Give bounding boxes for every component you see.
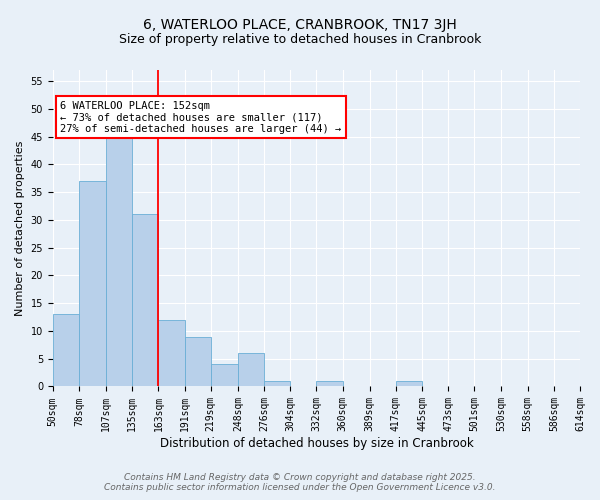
Bar: [185, 336, 211, 386]
Bar: [238, 353, 264, 386]
Bar: [79, 181, 106, 386]
Text: Size of property relative to detached houses in Cranbrook: Size of property relative to detached ho…: [119, 32, 481, 46]
Y-axis label: Number of detached properties: Number of detached properties: [15, 140, 25, 316]
Bar: [132, 214, 158, 386]
Bar: [396, 381, 422, 386]
X-axis label: Distribution of detached houses by size in Cranbrook: Distribution of detached houses by size …: [160, 437, 473, 450]
Text: Contains HM Land Registry data © Crown copyright and database right 2025.
Contai: Contains HM Land Registry data © Crown c…: [104, 473, 496, 492]
Bar: [264, 381, 290, 386]
Bar: [211, 364, 238, 386]
Text: 6 WATERLOO PLACE: 152sqm
← 73% of detached houses are smaller (117)
27% of semi-: 6 WATERLOO PLACE: 152sqm ← 73% of detach…: [60, 100, 341, 134]
Bar: [316, 381, 343, 386]
Bar: [106, 131, 132, 386]
Bar: [158, 320, 185, 386]
Text: 6, WATERLOO PLACE, CRANBROOK, TN17 3JH: 6, WATERLOO PLACE, CRANBROOK, TN17 3JH: [143, 18, 457, 32]
Bar: [53, 314, 79, 386]
